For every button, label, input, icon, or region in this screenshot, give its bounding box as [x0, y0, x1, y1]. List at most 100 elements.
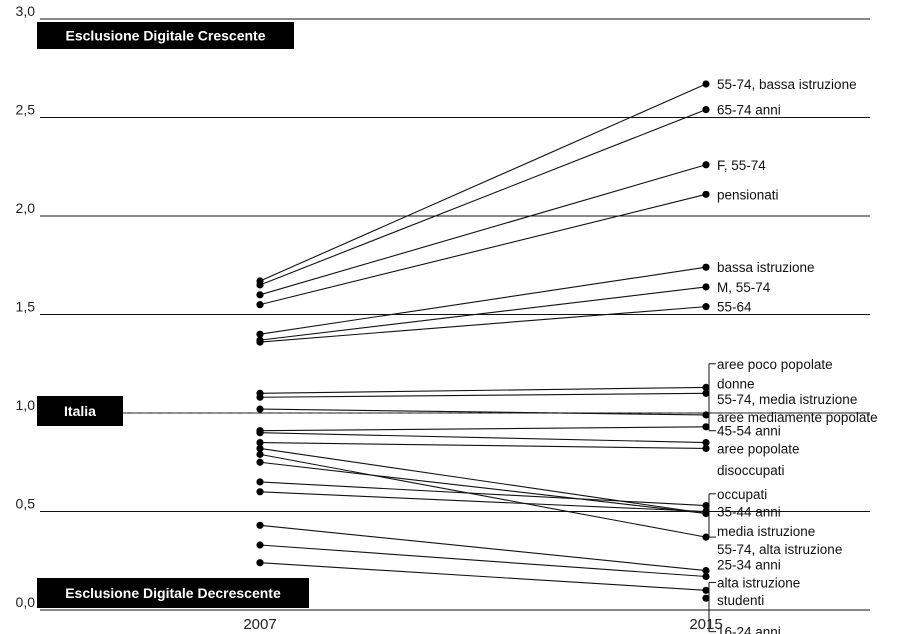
series-points [256, 80, 710, 602]
end-labels: 55-74, bassa istruzione 65-74 anni F, 55-7… [708, 77, 878, 634]
point-2007 [256, 444, 264, 453]
point-2007 [256, 393, 264, 401]
top-annotation-text: Esclusione Digitale Crescente [66, 28, 266, 44]
series-line [259, 392, 707, 398]
category-label: 16-24 anni [717, 625, 781, 634]
point-2015 [702, 572, 710, 581]
x-tick-label: 2015 [689, 616, 722, 633]
series-line [259, 461, 707, 515]
category-label: 45-54 anni [717, 424, 781, 439]
point-2015 [702, 106, 710, 114]
point-2015 [702, 594, 710, 602]
point-2007 [256, 450, 264, 458]
y-tick-label: 2,0 [16, 200, 36, 216]
point-2015 [702, 567, 710, 575]
series-lines [259, 83, 707, 591]
category-label: aree poco popolate [717, 357, 833, 372]
point-2007 [256, 488, 264, 496]
series-line [259, 286, 707, 341]
point-2007 [256, 478, 264, 486]
series-line [259, 432, 707, 444]
series-line [259, 83, 707, 282]
point-2007 [256, 438, 264, 447]
series-line [259, 481, 707, 507]
y-tick-label: 0,5 [16, 496, 36, 512]
category-label: 65-74 anni [717, 103, 781, 118]
series-line [259, 193, 707, 306]
series-line [259, 266, 707, 335]
series-line [259, 426, 707, 432]
category-label: 55-74, bassa istruzione [717, 77, 857, 92]
point-2015 [702, 533, 710, 541]
series-line [259, 491, 707, 513]
category-label: 55-74, media istruzione [717, 392, 857, 407]
point-2015 [702, 444, 710, 453]
bottom-annotation-box [37, 578, 309, 608]
category-label: alta istruzione [717, 575, 800, 590]
series-line [259, 544, 707, 578]
series-line [259, 109, 707, 286]
category-label: 55-64 [717, 300, 752, 315]
point-2015 [702, 263, 710, 271]
point-2015 [702, 190, 710, 198]
category-label: bassa istruzione [717, 260, 815, 275]
series-line [259, 408, 707, 416]
series-line [259, 447, 707, 515]
series-line [259, 524, 707, 572]
point-2007 [256, 330, 264, 338]
point-2007 [256, 281, 264, 289]
series-line [259, 453, 707, 538]
y-axis-ticks: 0,0 0,5 1,0 1,5 2,0 2,5 3,0 [16, 3, 36, 610]
category-label: media istruzione [717, 524, 815, 539]
point-2015 [702, 423, 710, 431]
top-annotation-box [37, 22, 294, 49]
point-2007 [256, 301, 264, 309]
annotation-banners: Esclusione Digitale Crescente Italia Esclu… [37, 22, 309, 608]
category-label: occupati [717, 487, 767, 502]
bottom-annotation-text: Esclusione Digitale Decrescente [65, 585, 281, 601]
category-label: aree popolate [717, 441, 800, 456]
category-label: aree mediamente popolate [717, 410, 878, 425]
italia-label-text: Italia [64, 403, 96, 419]
category-label: pensionati [717, 187, 779, 202]
point-2015 [702, 438, 710, 447]
category-label: 55-74, alta istruzione [717, 542, 842, 557]
series-line [259, 306, 707, 343]
y-tick-label: 1,0 [16, 397, 36, 413]
series-line [259, 386, 707, 394]
category-label: disoccupati [717, 463, 785, 478]
point-2007 [256, 429, 264, 437]
point-2015 [702, 383, 710, 391]
point-2007 [256, 338, 264, 346]
point-2007 [256, 458, 264, 466]
point-2015 [702, 501, 710, 510]
category-label: studenti [717, 593, 764, 608]
point-2015 [702, 161, 710, 169]
point-2007 [256, 521, 264, 529]
point-2015 [702, 389, 710, 397]
point-2015 [702, 283, 710, 291]
point-2015 [702, 586, 710, 594]
series-line [259, 164, 707, 296]
y-tick-label: 1,5 [16, 299, 36, 315]
point-2007 [256, 405, 264, 413]
category-label: M, 55-74 [717, 280, 771, 295]
point-2015 [702, 411, 710, 419]
point-2007 [256, 559, 264, 567]
x-axis-labels: 2007 2015 [243, 616, 722, 633]
italia-label-box [37, 396, 123, 426]
category-label: donne [717, 376, 755, 391]
x-tick-label: 2007 [243, 616, 276, 633]
point-2007 [256, 541, 264, 549]
point-2015 [702, 303, 710, 311]
y-tick-label: 2,5 [16, 102, 36, 118]
y-tick-label: 3,0 [16, 3, 36, 19]
point-2015 [702, 509, 710, 518]
point-2007 [256, 291, 264, 299]
point-2015 [702, 80, 710, 88]
category-label: F, 55-74 [717, 158, 766, 173]
series-line [259, 442, 707, 450]
y-tick-label: 0,0 [16, 594, 36, 610]
category-label: 25-34 anni [717, 558, 781, 573]
